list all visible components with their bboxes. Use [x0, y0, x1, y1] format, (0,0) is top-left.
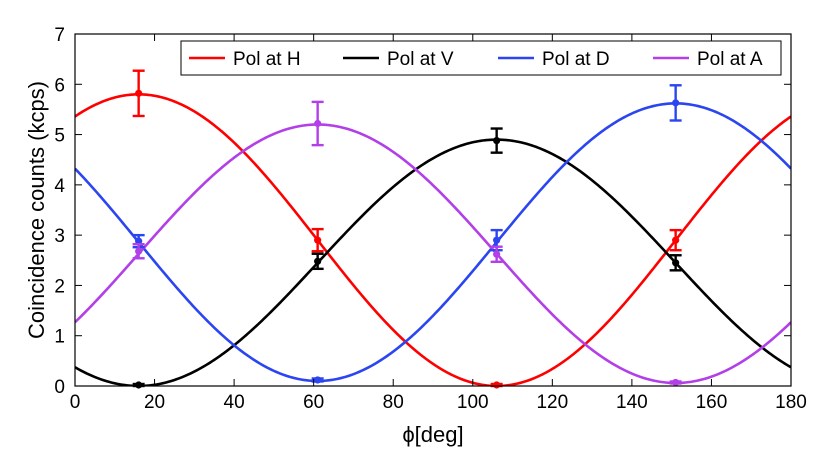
- legend: Pol at H Pol at V Pol at D Pol at A: [180, 40, 782, 76]
- plot-frame: [74, 33, 792, 387]
- legend-item: Pol at H: [189, 49, 301, 70]
- data-point: [490, 127, 503, 154]
- data-marker: [672, 378, 680, 387]
- legend-item: Pol at A: [653, 49, 763, 70]
- data-point: [132, 242, 145, 260]
- data-point: [132, 69, 145, 118]
- y-tick-label: 0: [54, 377, 65, 398]
- data-point: [669, 378, 682, 387]
- legend-label: Pol at D: [542, 49, 610, 70]
- x-axis-title: ϕ[deg]: [402, 422, 463, 447]
- data-marker: [672, 259, 680, 267]
- x-tick-label: 120: [536, 392, 568, 413]
- axis-ticks: [74, 33, 792, 387]
- y-tick-label: 5: [54, 126, 65, 147]
- data-point: [311, 227, 324, 253]
- fit-curves: [75, 93, 791, 386]
- fit-curve-3: [75, 102, 791, 383]
- fit-curve-2: [75, 138, 791, 386]
- data-point: [669, 84, 682, 122]
- data-marker: [135, 237, 143, 245]
- x-tick-label: 40: [224, 392, 245, 413]
- x-tick-label: 60: [303, 392, 324, 413]
- data-point: [669, 228, 682, 252]
- y-tick-label: 2: [54, 276, 65, 297]
- tick-labels: 0 20 40 60 80 100 120 140 160 180 0 1 2 3 4 5 6 7: [54, 25, 806, 413]
- y-tick-label: 1: [54, 327, 65, 348]
- x-tick-label: 100: [457, 392, 489, 413]
- legend-item: Pol at V: [343, 49, 454, 70]
- x-tick-label: 180: [775, 392, 807, 413]
- x-tick-label: 80: [383, 392, 404, 413]
- data-marker: [493, 236, 501, 244]
- legend-label: Pol at H: [233, 49, 301, 70]
- data-marker: [314, 236, 322, 244]
- data-marker: [672, 99, 680, 107]
- data-point: [311, 100, 324, 147]
- data-point: [669, 254, 682, 272]
- data-point: [311, 252, 324, 271]
- y-tick-label: 3: [54, 226, 65, 247]
- fit-curve-1: [75, 93, 791, 386]
- legend-label: Pol at V: [387, 49, 454, 70]
- x-tick-label: 20: [144, 392, 165, 413]
- data-marker: [493, 381, 501, 389]
- data-points: [132, 69, 682, 389]
- y-tick-label: 4: [54, 176, 65, 197]
- x-tick-label: 160: [696, 392, 728, 413]
- data-marker: [493, 137, 501, 145]
- data-marker: [135, 247, 143, 255]
- y-tick-label: 7: [54, 25, 65, 46]
- legend-label: Pol at A: [697, 49, 763, 70]
- x-tick-label: 0: [70, 392, 81, 413]
- y-tick-label: 6: [54, 75, 65, 96]
- data-marker: [493, 250, 501, 258]
- x-tick-label: 140: [616, 392, 648, 413]
- data-marker: [135, 381, 143, 389]
- data-marker: [314, 257, 322, 265]
- data-marker: [672, 236, 680, 244]
- y-axis-title: Coincidence counts (kcps): [24, 81, 49, 339]
- data-marker: [135, 89, 143, 97]
- data-point: [490, 245, 503, 263]
- data-marker: [314, 119, 322, 128]
- data-marker: [314, 376, 322, 384]
- legend-item: Pol at D: [498, 49, 610, 70]
